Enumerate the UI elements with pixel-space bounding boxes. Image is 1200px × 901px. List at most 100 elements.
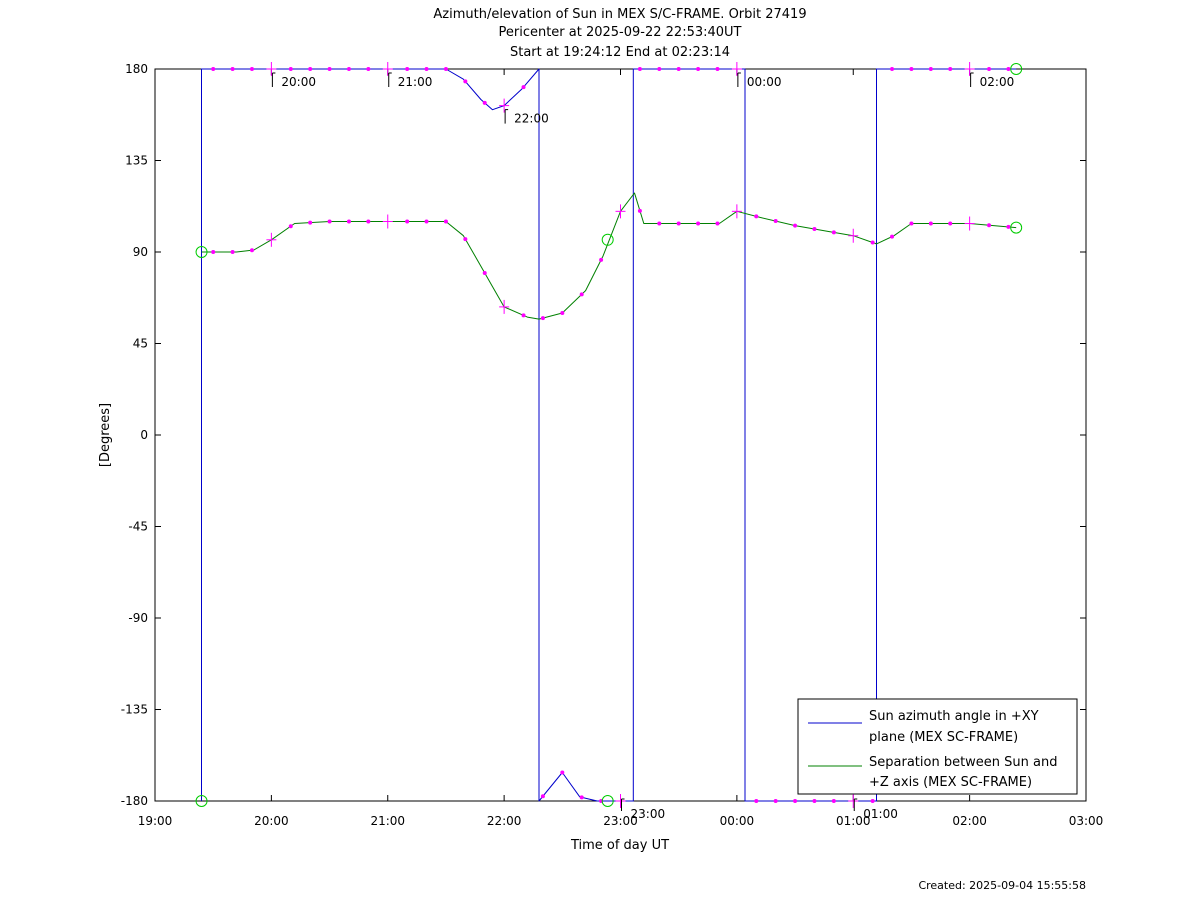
sample-point — [366, 219, 371, 224]
sample-point — [909, 221, 914, 226]
sample-point — [987, 67, 992, 71]
sample-point — [637, 67, 642, 71]
sample-point — [366, 67, 371, 71]
x-tick-label: 21:00 — [370, 814, 405, 828]
time-annotation-label: 21:00 — [398, 75, 433, 89]
y-tick-labels: 180 135 90 45 0 -45 -90 -135 -180 — [121, 62, 148, 808]
sample-point — [773, 219, 778, 224]
sample-point — [346, 219, 351, 224]
sample-point — [327, 219, 332, 224]
sample-point — [870, 240, 875, 245]
sample-point — [288, 224, 293, 229]
start-end-marker — [195, 795, 208, 807]
axis-ticks — [154, 68, 1087, 802]
plot-area-frame — [154, 68, 1087, 802]
x-tick-label: 01:00 — [836, 814, 871, 828]
sample-point — [657, 67, 662, 71]
y-tick-label: 45 — [133, 337, 148, 351]
pericenter-marker — [601, 233, 614, 246]
chart-title-line-2: Pericenter at 2025-09-22 22:53:40UT — [498, 25, 741, 40]
sample-point — [211, 67, 216, 71]
start-end-marker — [1010, 221, 1023, 234]
sample-point — [579, 292, 584, 297]
sample-point — [599, 257, 604, 262]
sample-point — [948, 221, 953, 226]
sample-point — [1006, 224, 1011, 229]
sample-point — [579, 795, 584, 800]
time-annotation-label: 20:00 — [281, 75, 316, 89]
sample-point — [812, 799, 817, 803]
sample-point — [211, 250, 216, 254]
legend: Sun azimuth angle in +XY plane (MEX SC-F… — [797, 698, 1078, 795]
y-tick-label: -135 — [121, 703, 148, 717]
sample-point — [909, 67, 914, 71]
sample-point — [482, 271, 487, 276]
sample-point — [1006, 67, 1011, 71]
legend-label-separation-line-1: Separation between Sun and — [869, 755, 1057, 770]
sample-point — [637, 208, 642, 213]
x-axis-label: Time of day UT — [570, 838, 669, 853]
sample-point — [676, 221, 681, 226]
sample-point — [230, 67, 235, 71]
x-tick-label: 23:00 — [603, 814, 638, 828]
legend-label-separation-line-2: +Z axis (MEX SC-FRAME) — [869, 775, 1032, 790]
sample-point — [696, 221, 701, 226]
sample-point — [831, 799, 836, 803]
sample-point — [793, 223, 798, 228]
y-tick-label: 180 — [125, 62, 148, 76]
time-annotation-label: 00:00 — [747, 75, 782, 89]
sample-point — [482, 100, 487, 105]
y-axis-label: [Degrees] — [98, 403, 113, 467]
chart-title-line-1: Azimuth/elevation of Sun in MEX S/C-FRAM… — [433, 7, 806, 22]
sample-point — [715, 221, 720, 226]
sample-point — [308, 67, 313, 71]
x-tick-label: 02:00 — [952, 814, 987, 828]
time-annotation-label: 02:00 — [980, 75, 1015, 89]
sample-point — [890, 67, 895, 71]
pericenter-marker — [601, 795, 614, 807]
sample-point — [346, 67, 351, 71]
x-tick-label: 20:00 — [254, 814, 289, 828]
sample-point — [424, 219, 429, 224]
start-end-marker — [1010, 63, 1023, 75]
x-tick-label: 03:00 — [1069, 814, 1104, 828]
sample-point — [928, 67, 933, 71]
sample-point — [676, 67, 681, 71]
y-tick-label: -90 — [128, 611, 148, 625]
sample-point — [773, 799, 778, 803]
sample-point — [540, 794, 545, 799]
sample-point — [754, 214, 759, 219]
time-annotation-label: 22:00 — [514, 112, 549, 126]
y-tick-label: 0 — [140, 428, 148, 442]
sample-point — [812, 226, 817, 231]
sample-point — [657, 221, 662, 226]
sample-point — [540, 316, 545, 321]
x-tick-labels: 19:00 20:00 21:00 22:00 23:00 00:00 01:00 02:00… — [138, 814, 1104, 828]
sample-point — [754, 799, 759, 803]
start-end-marker — [195, 246, 208, 258]
legend-box — [797, 698, 1078, 795]
sample-point — [463, 237, 468, 242]
sample-point — [521, 85, 526, 90]
sample-point — [987, 223, 992, 228]
chart-title-line-3: Start at 19:24:12 End at 02:23:14 — [510, 45, 730, 60]
sample-point — [405, 219, 410, 224]
y-tick-label: -180 — [121, 794, 148, 808]
sample-point — [405, 67, 410, 71]
sample-point — [793, 799, 798, 803]
series-markers — [195, 62, 1023, 808]
x-tick-label: 22:00 — [487, 814, 522, 828]
time-annotation-label: 23:00 — [631, 807, 666, 821]
sample-point — [249, 67, 254, 71]
y-tick-label: -45 — [128, 520, 148, 534]
sample-point — [521, 313, 526, 318]
sample-point — [308, 220, 313, 225]
sample-point — [715, 67, 720, 71]
sample-point — [928, 221, 933, 226]
sample-point — [560, 770, 565, 775]
sample-point — [230, 250, 235, 254]
series-lines — [201, 68, 1017, 802]
created-timestamp: Created: 2025-09-04 15:55:58 — [918, 879, 1086, 892]
series-line-separation — [201, 192, 1017, 320]
